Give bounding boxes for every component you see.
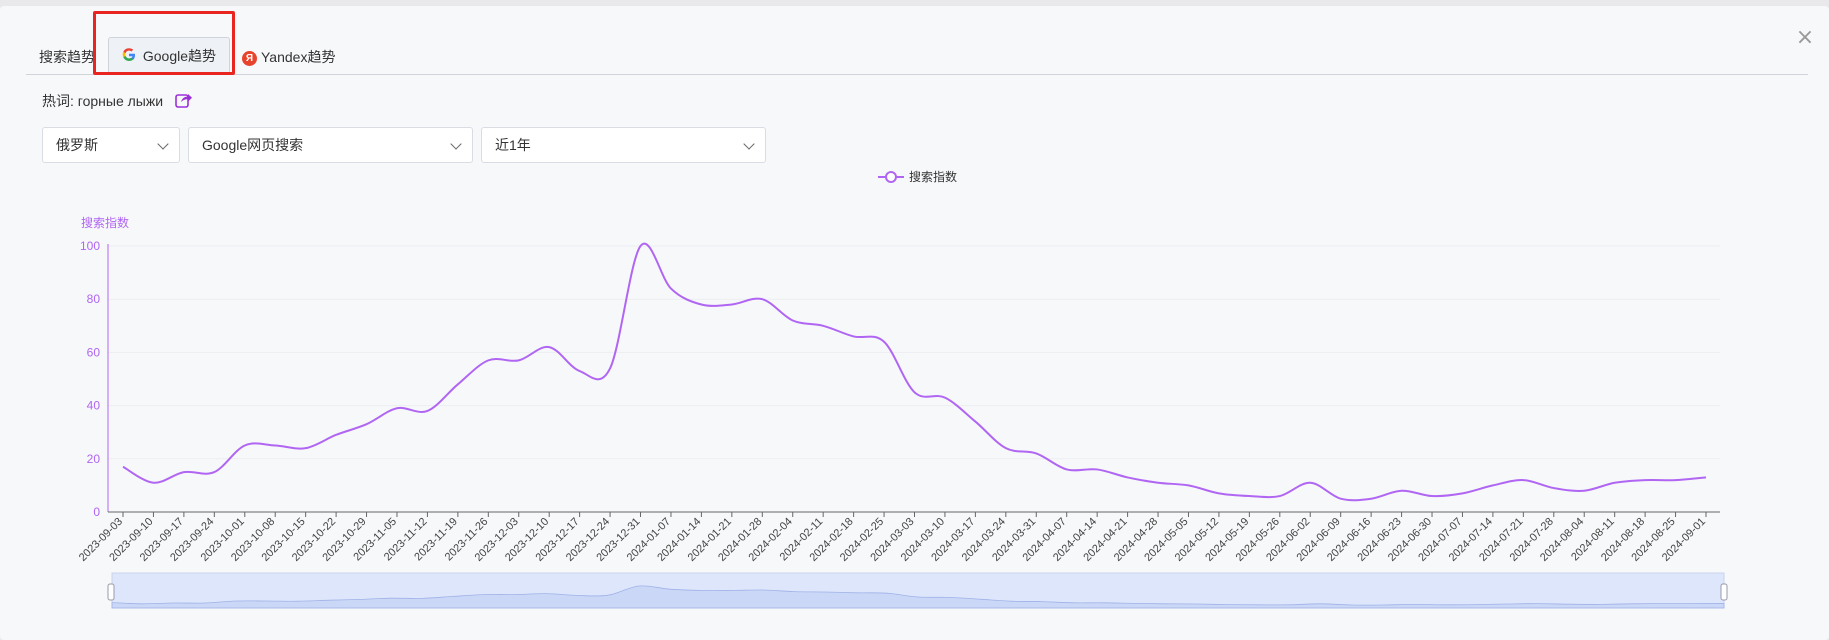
- data-point[interactable]: [1094, 466, 1100, 472]
- data-point[interactable]: [577, 368, 583, 374]
- data-point[interactable]: [1520, 477, 1526, 483]
- search-type-select[interactable]: Google网页搜索: [188, 127, 473, 163]
- zoom-handle-right[interactable]: [1720, 583, 1728, 601]
- data-point[interactable]: [1703, 474, 1709, 480]
- tab-label: Yandex趋势: [261, 49, 336, 65]
- data-point[interactable]: [150, 480, 156, 486]
- share-icon[interactable]: [175, 92, 192, 111]
- data-point[interactable]: [211, 469, 217, 475]
- tab-label: 搜索趋势: [39, 49, 95, 65]
- legend-marker: [885, 171, 897, 183]
- tab-google-trend[interactable]: Google趋势: [108, 37, 230, 75]
- data-point[interactable]: [1338, 496, 1344, 502]
- data-point[interactable]: [1185, 482, 1191, 488]
- tab-bar: 搜索趋势 Google趋势 Я Yandex趋势: [26, 36, 1808, 75]
- data-point[interactable]: [1277, 493, 1283, 499]
- data-point[interactable]: [242, 443, 248, 449]
- y-tick-label: 100: [80, 239, 100, 253]
- period-select[interactable]: 近1年: [481, 127, 766, 163]
- data-point[interactable]: [698, 302, 704, 308]
- data-point[interactable]: [1399, 488, 1405, 494]
- keyword-value: горные лыжи: [77, 93, 164, 109]
- y-tick-label: 20: [87, 452, 101, 466]
- yandex-icon: Я: [242, 50, 257, 66]
- search-type-select-value: Google网页搜索: [202, 137, 304, 153]
- data-point[interactable]: [972, 419, 978, 425]
- data-point[interactable]: [1459, 490, 1465, 496]
- data-point[interactable]: [516, 357, 522, 363]
- legend-label: 搜索指数: [909, 169, 957, 184]
- y-axis-label: 搜索指数: [81, 215, 129, 230]
- data-point[interactable]: [1033, 450, 1039, 456]
- data-point[interactable]: [912, 389, 918, 395]
- data-point[interactable]: [181, 469, 187, 475]
- zoom-preview-area: [111, 585, 1725, 609]
- data-point[interactable]: [1581, 488, 1587, 494]
- y-tick-label: 0: [93, 505, 100, 519]
- data-point[interactable]: [303, 445, 309, 451]
- data-point[interactable]: [1003, 445, 1009, 451]
- y-tick-label: 40: [87, 399, 101, 413]
- keyword-prefix: 热词:: [42, 93, 78, 109]
- data-point[interactable]: [668, 286, 674, 292]
- country-select[interactable]: 俄罗斯: [42, 127, 180, 163]
- data-point[interactable]: [638, 243, 644, 249]
- close-icon[interactable]: ×: [1795, 25, 1815, 50]
- data-point[interactable]: [1490, 482, 1496, 488]
- google-icon: [122, 39, 136, 75]
- data-point[interactable]: [607, 365, 613, 371]
- data-point[interactable]: [1216, 490, 1222, 496]
- data-point[interactable]: [851, 333, 857, 339]
- highlight-box: [93, 11, 235, 75]
- data-point[interactable]: [942, 395, 948, 401]
- data-point[interactable]: [1612, 480, 1618, 486]
- data-point[interactable]: [272, 443, 278, 449]
- data-point[interactable]: [1155, 480, 1161, 486]
- data-point[interactable]: [820, 323, 826, 329]
- data-point[interactable]: [1642, 477, 1648, 483]
- data-point[interactable]: [394, 405, 400, 411]
- country-select-value: 俄罗斯: [56, 137, 98, 153]
- data-point[interactable]: [1673, 477, 1679, 483]
- legend[interactable]: 搜索指数: [878, 169, 957, 184]
- data-point[interactable]: [759, 296, 765, 302]
- period-select-value: 近1年: [495, 137, 531, 153]
- data-point[interactable]: [546, 344, 552, 350]
- data-point[interactable]: [1125, 474, 1131, 480]
- data-point[interactable]: [1307, 480, 1313, 486]
- data-point[interactable]: [1064, 466, 1070, 472]
- data-point[interactable]: [1368, 496, 1374, 502]
- trend-dialog: × 搜索趋势 Google趋势 Я Yandex趋势 热词: горные лыж…: [0, 6, 1829, 640]
- data-point[interactable]: [881, 339, 887, 345]
- tab-search-trend[interactable]: 搜索趋势: [39, 42, 95, 72]
- y-tick-label: 60: [87, 345, 101, 359]
- data-point[interactable]: [1551, 485, 1557, 491]
- zoom-slider[interactable]: [107, 572, 1728, 609]
- data-point[interactable]: [333, 432, 339, 438]
- data-point[interactable]: [120, 464, 126, 470]
- data-point[interactable]: [455, 381, 461, 387]
- data-point[interactable]: [364, 421, 370, 427]
- y-tick-label: 80: [87, 292, 101, 306]
- zoom-handle-left[interactable]: [107, 583, 115, 601]
- data-point[interactable]: [790, 317, 796, 323]
- tab-label: Google趋势: [142, 48, 217, 64]
- data-point[interactable]: [485, 357, 491, 363]
- data-point[interactable]: [1246, 493, 1252, 499]
- data-point[interactable]: [729, 302, 735, 308]
- data-point[interactable]: [424, 408, 430, 414]
- keyword-line: 热词: горные лыжи: [42, 91, 192, 111]
- data-point[interactable]: [1429, 493, 1435, 499]
- tab-yandex-trend[interactable]: Я Yandex趋势: [242, 42, 335, 72]
- series-line: [122, 242, 1707, 502]
